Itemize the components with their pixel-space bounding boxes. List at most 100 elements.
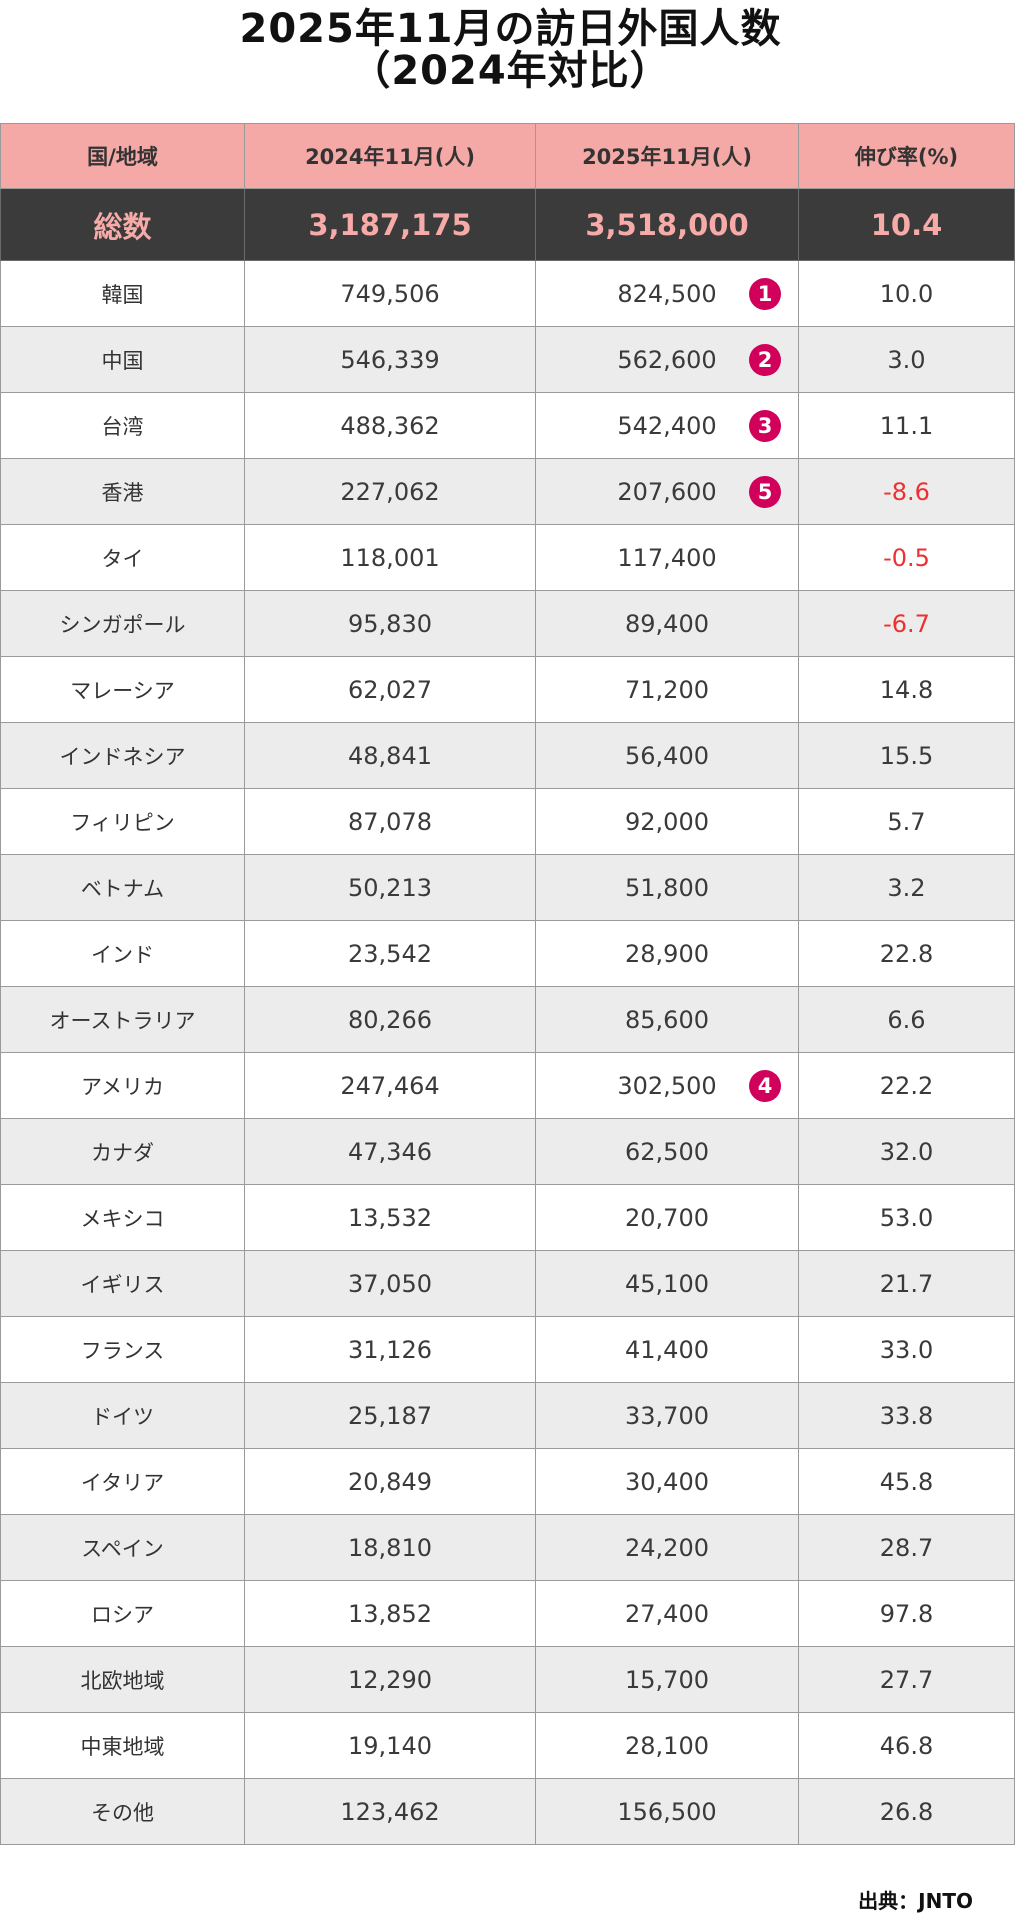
growth-rate: 3.0	[798, 326, 1015, 393]
visitors-2024: 18,810	[244, 1514, 536, 1581]
country-name: 韓国	[0, 260, 245, 327]
visitors-2025: 824,500	[617, 279, 717, 308]
growth-rate: 3.2	[798, 854, 1015, 921]
country-name: マレーシア	[0, 656, 245, 723]
growth-rate: -6.7	[798, 590, 1015, 657]
growth-rate: -8.6	[798, 458, 1015, 525]
visitors-2024: 488,362	[244, 392, 536, 459]
growth-rate: 45.8	[798, 1448, 1015, 1515]
title-line-1: 2025年11月の訪日外国人数	[239, 6, 782, 52]
growth-rate: 28.7	[798, 1514, 1015, 1581]
table-row: 中東地域 19,140 28,100 46.8	[0, 1712, 1015, 1779]
table-row: シンガポール 95,830 89,400 -6.7	[0, 590, 1015, 657]
visitors-2025-cell: 92,000	[535, 788, 799, 855]
visitors-2025: 28,100	[625, 1731, 709, 1760]
growth-rate: 22.2	[798, 1052, 1015, 1119]
table-row: イタリア 20,849 30,400 45.8	[0, 1448, 1015, 1515]
table-row: スペイン 18,810 24,200 28.7	[0, 1514, 1015, 1581]
total-2025: 3,518,000	[535, 188, 799, 261]
country-name: タイ	[0, 524, 245, 591]
growth-rate: 97.8	[798, 1580, 1015, 1647]
rank-badge: 5	[749, 475, 781, 508]
visitors-2024: 47,346	[244, 1118, 536, 1185]
visitors-2024: 749,506	[244, 260, 536, 327]
table-row: ベトナム 50,213 51,800 3.2	[0, 854, 1015, 921]
visitors-2024: 25,187	[244, 1382, 536, 1449]
visitors-2025-cell: 562,600 2	[535, 326, 799, 393]
growth-rate: 11.1	[798, 392, 1015, 459]
table-row: インドネシア 48,841 56,400 15.5	[0, 722, 1015, 789]
table-row: 香港 227,062 207,600 5 -8.6	[0, 458, 1015, 525]
visitors-2025-cell: 542,400 3	[535, 392, 799, 459]
growth-rate: 46.8	[798, 1712, 1015, 1779]
visitors-2025-cell: 824,500 1	[535, 260, 799, 327]
visitors-2024: 80,266	[244, 986, 536, 1053]
table-header-row: 国/地域 2024年11月(人) 2025年11月(人) 伸び率(%)	[0, 123, 1015, 189]
source-credit: 出典：JNTO	[858, 1889, 973, 1913]
header-2024: 2024年11月(人)	[244, 123, 536, 189]
table-row: イギリス 37,050 45,100 21.7	[0, 1250, 1015, 1317]
visitors-2024: 95,830	[244, 590, 536, 657]
growth-rate: -0.5	[798, 524, 1015, 591]
country-name: フィリピン	[0, 788, 245, 855]
table-row: カナダ 47,346 62,500 32.0	[0, 1118, 1015, 1185]
visitors-2024: 19,140	[244, 1712, 536, 1779]
country-name: フランス	[0, 1316, 245, 1383]
table-row: マレーシア 62,027 71,200 14.8	[0, 656, 1015, 723]
country-name: アメリカ	[0, 1052, 245, 1119]
visitors-2025: 56,400	[625, 741, 709, 770]
visitors-2025: 156,500	[617, 1797, 717, 1826]
visitors-2025-cell: 28,900	[535, 920, 799, 987]
country-name: シンガポール	[0, 590, 245, 657]
total-rate: 10.4	[798, 188, 1015, 261]
growth-rate: 53.0	[798, 1184, 1015, 1251]
visitors-2025-cell: 51,800	[535, 854, 799, 921]
total-label: 総数	[0, 188, 245, 261]
table-row: インド 23,542 28,900 22.8	[0, 920, 1015, 987]
growth-rate: 10.0	[798, 260, 1015, 327]
table-row: 中国 546,339 562,600 2 3.0	[0, 326, 1015, 393]
country-name: 北欧地域	[0, 1646, 245, 1713]
visitors-2024: 31,126	[244, 1316, 536, 1383]
visitors-2025-cell: 302,500 4	[535, 1052, 799, 1119]
visitors-2024: 227,062	[244, 458, 536, 525]
visitors-2025: 33,700	[625, 1401, 709, 1430]
visitors-2025: 92,000	[625, 807, 709, 836]
header-2025: 2025年11月(人)	[535, 123, 799, 189]
country-name: イギリス	[0, 1250, 245, 1317]
growth-rate: 21.7	[798, 1250, 1015, 1317]
visitors-2025: 85,600	[625, 1005, 709, 1034]
visitors-2024: 20,849	[244, 1448, 536, 1515]
visitors-2024: 123,462	[244, 1778, 536, 1845]
table-row: フランス 31,126 41,400 33.0	[0, 1316, 1015, 1383]
visitors-2024: 87,078	[244, 788, 536, 855]
visitors-2025: 542,400	[617, 411, 717, 440]
growth-rate: 5.7	[798, 788, 1015, 855]
visitors-2024: 546,339	[244, 326, 536, 393]
visitors-2024: 50,213	[244, 854, 536, 921]
country-name: オーストラリア	[0, 986, 245, 1053]
total-2024: 3,187,175	[244, 188, 536, 261]
growth-rate: 27.7	[798, 1646, 1015, 1713]
visitors-2025: 20,700	[625, 1203, 709, 1232]
visitors-2025-cell: 24,200	[535, 1514, 799, 1581]
visitor-table: 国/地域 2024年11月(人) 2025年11月(人) 伸び率(%) 総数 3…	[0, 123, 1015, 1845]
growth-rate: 6.6	[798, 986, 1015, 1053]
visitors-2025: 27,400	[625, 1599, 709, 1628]
visitors-2025-cell: 45,100	[535, 1250, 799, 1317]
growth-rate: 22.8	[798, 920, 1015, 987]
visitors-2025: 28,900	[625, 939, 709, 968]
visitors-2024: 62,027	[244, 656, 536, 723]
visitors-2025-cell: 30,400	[535, 1448, 799, 1515]
visitors-2025: 30,400	[625, 1467, 709, 1496]
header-growth-rate: 伸び率(%)	[798, 123, 1015, 189]
visitors-2025: 62,500	[625, 1137, 709, 1166]
visitors-2025-cell: 56,400	[535, 722, 799, 789]
country-name: ベトナム	[0, 854, 245, 921]
visitors-2025-cell: 62,500	[535, 1118, 799, 1185]
visitors-2024: 12,290	[244, 1646, 536, 1713]
table-row: その他 123,462 156,500 26.8	[0, 1778, 1015, 1845]
table-row: ドイツ 25,187 33,700 33.8	[0, 1382, 1015, 1449]
visitors-2025-cell: 33,700	[535, 1382, 799, 1449]
country-name: ロシア	[0, 1580, 245, 1647]
